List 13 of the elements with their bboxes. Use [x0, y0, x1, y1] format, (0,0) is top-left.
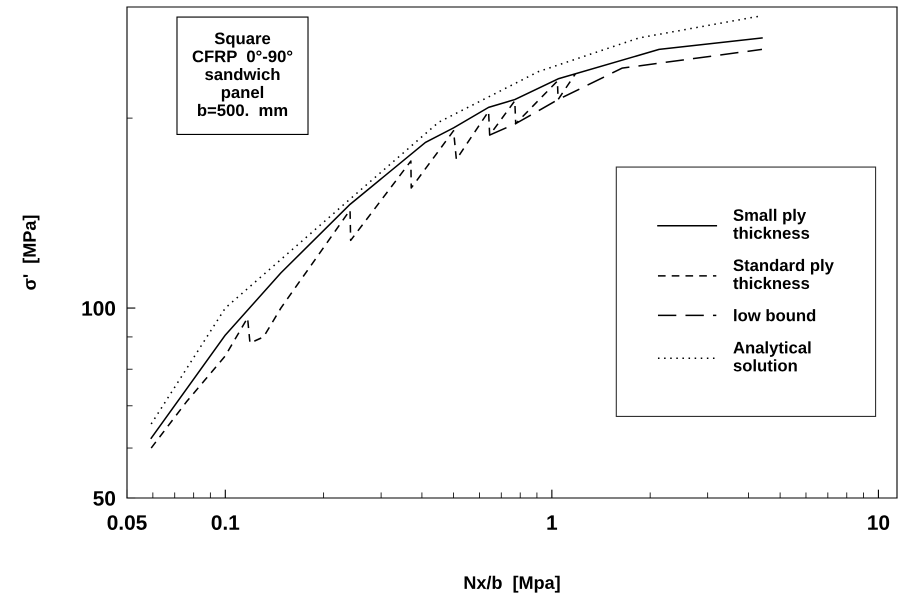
legend-label: Standard ply thickness — [733, 258, 834, 290]
legend-label: Small ply thickness — [733, 208, 810, 239]
y-tick-label: 100 — [82, 301, 116, 316]
x-tick-label: 0.05 — [108, 515, 147, 530]
x-tick-label: 1 — [547, 515, 558, 530]
legend-label: Analytical solution — [733, 341, 811, 372]
y-tick-label: 50 — [93, 491, 116, 506]
y-axis-title: σ' [MPa] — [22, 216, 40, 290]
annotation: Square CFRP 0°-90° sandwich panel b=500. mm — [192, 32, 292, 116]
x-tick-label: 10 — [868, 515, 890, 530]
legend-label: low bound — [734, 309, 816, 322]
x-tick-label: 0.1 — [212, 515, 240, 530]
x-axis-title: Nx/b [Mpa] — [464, 576, 560, 593]
